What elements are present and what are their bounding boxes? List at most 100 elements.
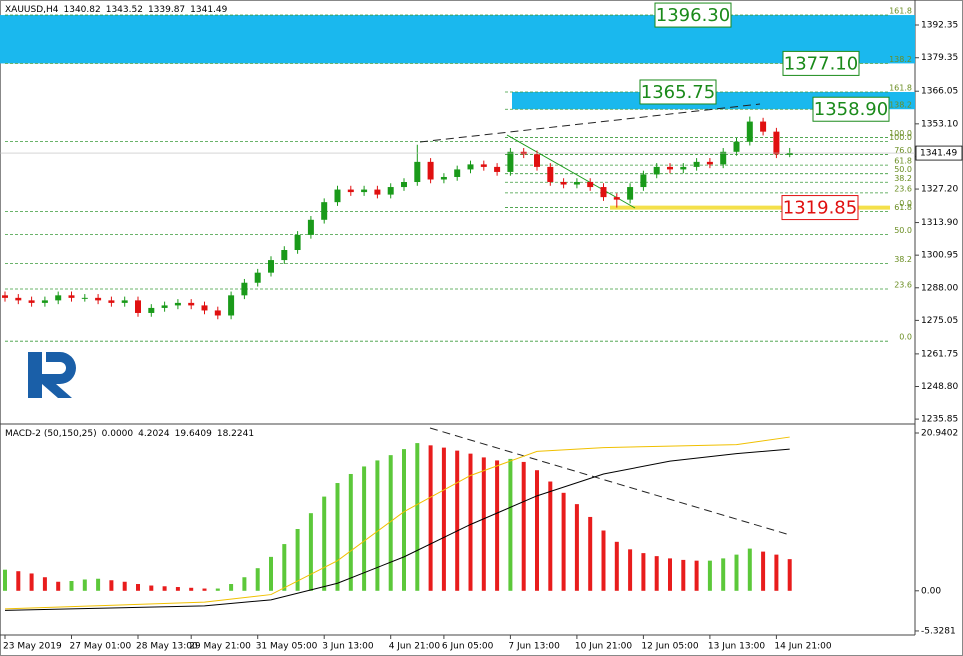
fib-zone <box>0 15 915 64</box>
header-value: 18.2241 <box>217 429 254 439</box>
histogram-bar <box>654 556 659 591</box>
y-tick-label: 1235.85 <box>921 415 958 425</box>
fib-level-label: 100.0 <box>889 129 912 138</box>
candle-body <box>401 182 407 188</box>
logo <box>28 352 76 398</box>
candle-body <box>454 169 461 177</box>
histogram-bar <box>761 551 766 591</box>
candle-body <box>214 310 221 316</box>
candle-body <box>121 300 128 303</box>
x-tick-label: 12 Jun 05:00 <box>641 642 698 652</box>
histogram-bar <box>535 470 539 591</box>
candle-body <box>653 166 660 175</box>
y-tick-label: 1379.35 <box>921 53 958 63</box>
price-box <box>781 195 859 221</box>
histogram-bar <box>415 443 420 591</box>
candle-body <box>307 219 314 235</box>
histogram-bar <box>402 449 406 591</box>
histogram-bar <box>322 496 327 591</box>
histogram-bar <box>774 554 779 591</box>
histogram-bar <box>82 579 87 591</box>
y-tick-label: 1313.90 <box>921 218 958 228</box>
price-box-label: 1377.10 <box>784 53 858 74</box>
candle-body <box>467 164 474 170</box>
x-tick-label: 14 Jun 21:00 <box>774 642 831 652</box>
histogram-bar <box>694 560 699 591</box>
fib-level-label: 38.2 <box>894 255 912 264</box>
y-tick-label: 1275.05 <box>921 316 958 326</box>
candle-body <box>414 161 421 183</box>
y-tick-label: 1300.95 <box>921 251 958 261</box>
fib-level-label: 161.8 <box>889 7 912 16</box>
histogram-bar <box>56 581 61 591</box>
candle-body <box>174 302 181 306</box>
fib-level-label: 100.0 <box>889 133 912 142</box>
histogram-bar <box>96 578 101 591</box>
candle-body <box>41 300 48 303</box>
candle-body <box>720 151 727 165</box>
candle-body <box>494 166 501 172</box>
fib-level-label: 0.0 <box>899 333 912 342</box>
candle-body <box>268 260 274 273</box>
candle-body <box>374 189 381 195</box>
candle-body <box>108 300 115 303</box>
candle-body <box>560 182 567 185</box>
histogram-bar <box>16 571 21 591</box>
candle-body <box>706 161 713 165</box>
histogram-bar <box>721 558 726 591</box>
fib-level-label: 23.6 <box>894 184 912 193</box>
histogram-bar <box>122 581 127 591</box>
fib-level-label: 38.2 <box>894 174 912 183</box>
fib-level-label: 50.0 <box>894 165 912 174</box>
candle-body <box>161 305 168 308</box>
macd-trend-line <box>429 427 791 536</box>
histogram-bar <box>508 458 513 591</box>
fib-level-label: 61.8 <box>894 203 912 212</box>
candle-body <box>188 302 195 306</box>
price-box-label: 1319.85 <box>783 198 857 219</box>
price-box-label: 1396.30 <box>656 5 730 26</box>
header-value: 1343.52 <box>106 5 143 15</box>
candle-body <box>667 166 673 170</box>
histogram-bar <box>69 581 74 591</box>
candle-body <box>547 166 554 183</box>
histogram-bar <box>229 584 234 591</box>
header-value: 1340.82 <box>64 5 101 15</box>
histogram-bar <box>162 586 167 591</box>
candle-body <box>534 154 540 167</box>
candle-body <box>55 295 62 301</box>
x-tick-label: 4 Jun 21:00 <box>389 642 441 652</box>
candle-body <box>640 174 647 188</box>
candle-body <box>334 189 341 203</box>
x-tick-label: 23 May 2019 <box>3 642 62 652</box>
fib-level-label: 76.0 <box>894 146 912 155</box>
indicator-line <box>4 448 790 611</box>
candle-body <box>228 295 235 316</box>
y-tick-label: 1261.75 <box>921 349 958 359</box>
histogram-bar <box>202 588 207 591</box>
histogram-bar <box>3 569 7 591</box>
histogram-bar <box>747 548 752 591</box>
histogram-bar <box>601 530 606 591</box>
histogram-bar <box>215 588 220 591</box>
x-tick-label: 13 Jun 13:00 <box>708 642 765 652</box>
histogram-bar <box>641 553 646 591</box>
price-box <box>782 50 860 76</box>
y-tick-label: 1288.00 <box>921 283 958 293</box>
histogram-bar <box>588 516 593 591</box>
histogram-bar <box>681 559 686 591</box>
macd-title: MACD-2 (50,150,25) <box>5 429 97 439</box>
candle-body <box>627 187 634 200</box>
histogram-bar <box>42 577 47 591</box>
histogram-bar <box>335 483 340 591</box>
fib-level-label: 23.6 <box>894 281 912 290</box>
candle-body <box>600 187 607 198</box>
price-box <box>812 96 890 122</box>
price-box-label: 1358.90 <box>814 99 888 120</box>
candle-body <box>573 182 580 185</box>
header-value: 1339.87 <box>148 5 185 15</box>
fib-level-label: 138.2 <box>889 55 912 64</box>
candle-body <box>760 121 767 132</box>
x-tick-label: 29 May 21:00 <box>189 642 251 652</box>
